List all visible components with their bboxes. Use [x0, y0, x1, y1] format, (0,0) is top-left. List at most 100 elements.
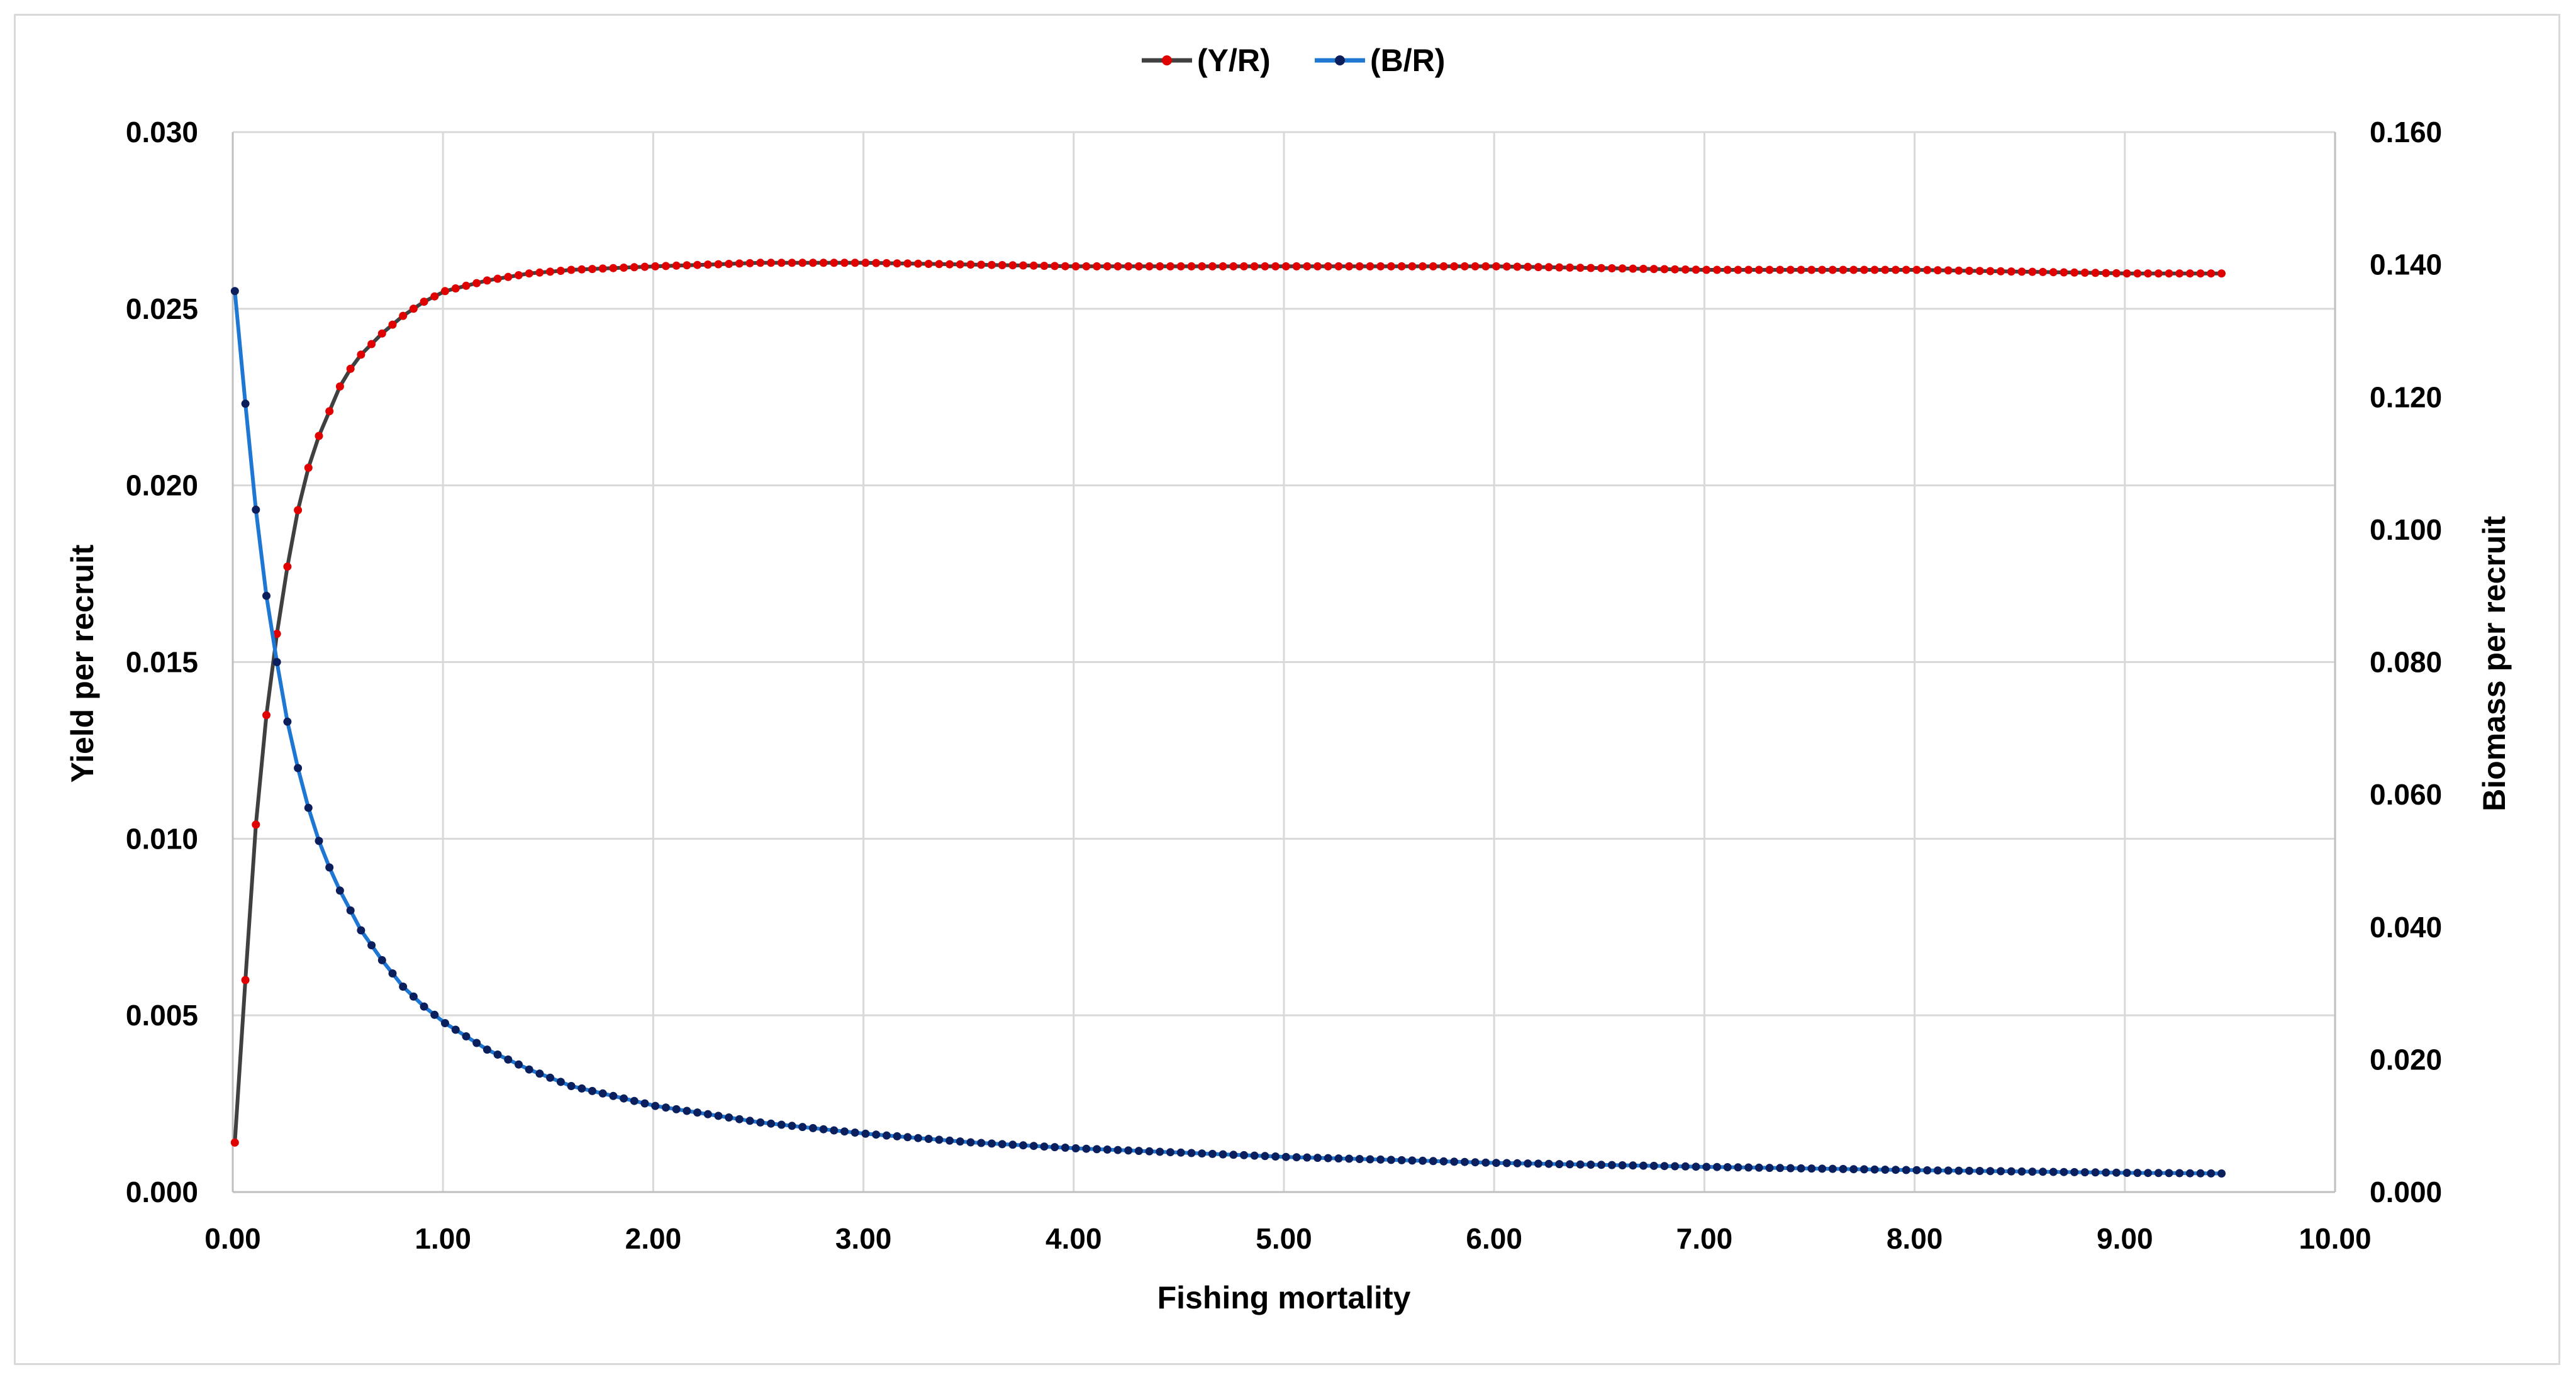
data-point — [2049, 1167, 2058, 1176]
data-point — [1061, 262, 1069, 270]
data-point — [367, 941, 376, 950]
y-right-tick-label: 0.100 — [2370, 513, 2442, 546]
y-right-tick-label: 0.040 — [2370, 911, 2442, 944]
data-point — [462, 1032, 471, 1040]
data-point — [1051, 262, 1059, 270]
x-tick-label: 7.00 — [1676, 1222, 1733, 1255]
data-point — [1292, 1153, 1301, 1162]
data-point — [1082, 1144, 1091, 1153]
data-point — [1471, 1158, 1480, 1167]
data-point — [1754, 1163, 1763, 1172]
data-point — [1723, 1163, 1732, 1171]
data-point — [1734, 265, 1742, 274]
data-point — [882, 259, 891, 267]
data-point — [1460, 262, 1469, 270]
data-point — [1524, 1159, 1532, 1168]
data-point — [1881, 265, 1890, 274]
data-point — [262, 591, 270, 600]
data-point — [1892, 1166, 1900, 1174]
data-point — [567, 1082, 576, 1090]
data-point — [1534, 263, 1542, 272]
data-point — [1103, 262, 1112, 270]
data-point — [1923, 265, 1932, 274]
data-point — [1271, 262, 1280, 270]
data-point — [703, 1110, 712, 1118]
data-point — [588, 1086, 596, 1095]
data-point — [1797, 265, 1805, 274]
data-point — [1870, 265, 1879, 274]
data-point — [2207, 1169, 2216, 1178]
data-point — [620, 1094, 628, 1103]
data-point — [756, 259, 765, 267]
data-point — [346, 364, 355, 373]
data-point — [1629, 264, 1637, 273]
data-point — [1524, 262, 1532, 271]
data-point — [1849, 1165, 1858, 1174]
data-point — [830, 1126, 839, 1135]
data-point — [1828, 1164, 1837, 1173]
data-point — [1113, 262, 1122, 270]
data-point — [903, 259, 912, 268]
data-point — [1408, 262, 1417, 270]
data-point — [1975, 267, 1984, 276]
data-point — [1860, 1165, 1868, 1174]
data-point — [504, 1055, 513, 1064]
data-point — [672, 1105, 681, 1113]
data-point — [1187, 262, 1196, 270]
y-left-tick-labels: 0.000 0.005 0.010 0.015 0.020 0.025 0.030 — [126, 116, 198, 1208]
data-point — [861, 259, 870, 267]
data-point — [1324, 1154, 1332, 1162]
data-point — [924, 260, 933, 268]
data-point — [283, 717, 292, 726]
data-point — [1597, 1161, 1606, 1169]
data-point — [1093, 1145, 1101, 1154]
data-point — [798, 1123, 807, 1132]
data-point — [819, 259, 828, 267]
data-point — [1040, 262, 1049, 270]
data-point — [2175, 269, 2184, 278]
data-point — [2144, 1169, 2153, 1178]
data-point — [840, 1127, 849, 1136]
data-point — [2102, 1168, 2110, 1177]
data-point — [1607, 1161, 1616, 1169]
data-point — [2028, 267, 2037, 276]
data-point — [988, 1139, 996, 1148]
data-point — [399, 983, 408, 991]
data-point — [493, 274, 502, 283]
x-tick-label: 9.00 — [2097, 1222, 2153, 1255]
y-right-tick-label: 0.160 — [2370, 116, 2442, 148]
data-point — [1313, 1154, 1322, 1162]
data-point — [1051, 1143, 1059, 1152]
data-point — [2154, 1169, 2163, 1178]
data-point — [1134, 262, 1143, 270]
data-point — [1113, 1145, 1122, 1154]
data-point — [1586, 264, 1595, 272]
data-point — [2112, 269, 2121, 277]
data-point — [1933, 266, 1942, 275]
data-point — [1093, 262, 1101, 270]
data-point — [420, 298, 428, 306]
data-point — [1986, 267, 1995, 276]
data-point — [620, 264, 628, 272]
data-point — [1355, 262, 1364, 270]
data-point — [1419, 262, 1427, 270]
data-point — [725, 260, 733, 268]
data-point — [2196, 269, 2205, 278]
data-point — [2039, 1167, 2047, 1176]
data-point — [1997, 267, 2005, 276]
data-point — [2060, 268, 2068, 277]
data-point — [2165, 269, 2173, 278]
y-right-tick-label: 0.020 — [2370, 1043, 2442, 1076]
data-point — [1618, 1161, 1627, 1169]
series-line — [233, 260, 2222, 1143]
data-point — [725, 1113, 733, 1122]
data-point — [788, 1122, 796, 1130]
data-point — [1639, 264, 1648, 273]
data-point — [1786, 1164, 1795, 1173]
data-point — [788, 259, 796, 267]
data-point — [1986, 1167, 1995, 1176]
data-point — [1124, 262, 1133, 270]
data-point — [1082, 262, 1091, 270]
data-point — [1492, 1159, 1500, 1167]
data-point — [525, 1065, 533, 1074]
